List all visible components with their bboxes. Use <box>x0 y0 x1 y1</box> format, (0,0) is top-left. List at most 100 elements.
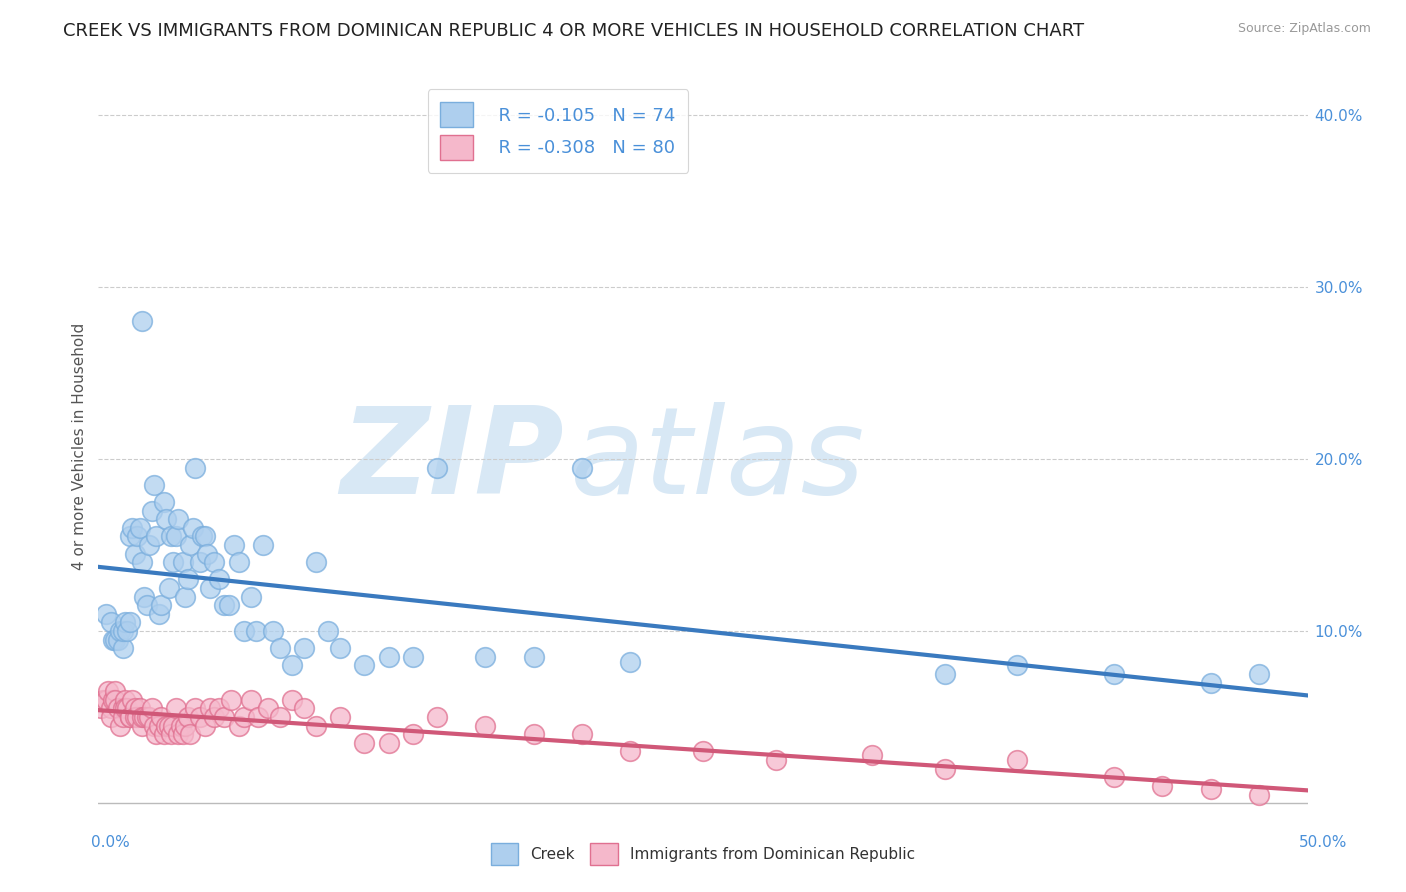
Point <box>239 590 262 604</box>
Point <box>101 632 124 647</box>
Point <box>131 555 153 569</box>
Point <box>860 747 883 762</box>
Point <box>157 719 180 733</box>
Point <box>135 710 157 724</box>
Point <box>124 710 146 724</box>
Text: 0.0%: 0.0% <box>91 836 131 850</box>
Point <box>117 624 139 638</box>
Point <box>692 744 714 758</box>
Point <box>114 701 136 715</box>
Point <box>1102 770 1125 784</box>
Point <box>150 598 173 612</box>
Point <box>107 701 129 715</box>
Point <box>174 590 197 604</box>
Point <box>281 658 304 673</box>
Point <box>131 710 153 724</box>
Point <box>402 727 425 741</box>
Point <box>402 649 425 664</box>
Point <box>305 719 328 733</box>
Point <box>127 710 149 724</box>
Point <box>329 641 352 656</box>
Y-axis label: 4 or more Vehicles in Household: 4 or more Vehicles in Household <box>72 322 87 570</box>
Point <box>281 693 304 707</box>
Point <box>101 693 124 707</box>
Point <box>134 590 156 604</box>
Point <box>619 744 641 758</box>
Point <box>305 555 328 569</box>
Point <box>571 727 593 741</box>
Point <box>100 701 122 715</box>
Point <box>172 555 194 569</box>
Point <box>188 555 211 569</box>
Point <box>91 693 114 707</box>
Point <box>181 521 204 535</box>
Point <box>111 641 134 656</box>
Point <box>104 693 127 707</box>
Point <box>191 529 214 543</box>
Point <box>292 641 315 656</box>
Point <box>167 512 190 526</box>
Point <box>208 701 231 715</box>
Point <box>204 555 226 569</box>
Point <box>239 693 262 707</box>
Point <box>426 710 449 724</box>
Point <box>148 719 170 733</box>
Point <box>100 710 122 724</box>
Point <box>124 547 146 561</box>
Point <box>162 719 184 733</box>
Point <box>138 710 160 724</box>
Point <box>1199 675 1222 690</box>
Point <box>150 710 173 724</box>
Point <box>104 684 127 698</box>
Point <box>162 555 184 569</box>
Point <box>141 701 163 715</box>
Point <box>426 460 449 475</box>
Point <box>232 624 254 638</box>
Point <box>131 719 153 733</box>
Point <box>208 573 231 587</box>
Point <box>262 624 284 638</box>
Point <box>138 538 160 552</box>
Point <box>247 710 270 724</box>
Point <box>157 581 180 595</box>
Point <box>179 538 201 552</box>
Point <box>94 607 117 621</box>
Point <box>118 529 141 543</box>
Point <box>252 538 274 552</box>
Point <box>228 719 250 733</box>
Point <box>232 710 254 724</box>
Point <box>179 727 201 741</box>
Text: atlas: atlas <box>569 402 865 519</box>
Point <box>934 762 956 776</box>
Point <box>114 615 136 630</box>
Point <box>353 736 375 750</box>
Point <box>134 710 156 724</box>
Point <box>174 719 197 733</box>
Point <box>145 727 167 741</box>
Point <box>127 529 149 543</box>
Text: 50.0%: 50.0% <box>1299 836 1347 850</box>
Point <box>107 632 129 647</box>
Legend:   R = -0.105   N = 74,   R = -0.308   N = 80: R = -0.105 N = 74, R = -0.308 N = 80 <box>427 89 688 173</box>
Point <box>934 667 956 681</box>
Point <box>155 719 177 733</box>
Point <box>292 701 315 715</box>
Point <box>329 710 352 724</box>
Point <box>118 615 141 630</box>
Point <box>474 649 496 664</box>
Point <box>148 607 170 621</box>
Point <box>135 598 157 612</box>
Point <box>184 701 207 715</box>
Point <box>316 624 339 638</box>
Point <box>143 477 166 491</box>
Point <box>131 314 153 328</box>
Point <box>128 701 150 715</box>
Point <box>152 727 174 741</box>
Point <box>256 701 278 715</box>
Point <box>141 503 163 517</box>
Point <box>245 624 267 638</box>
Point <box>160 727 183 741</box>
Point <box>1007 658 1029 673</box>
Point <box>198 581 221 595</box>
Point <box>167 727 190 741</box>
